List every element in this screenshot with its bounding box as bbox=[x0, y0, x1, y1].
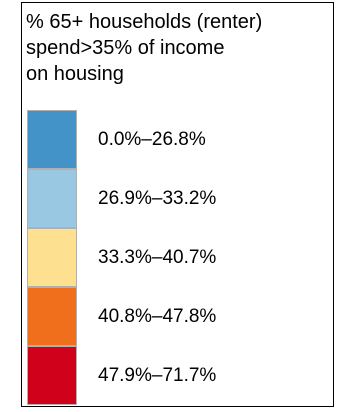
legend-range-label: 40.8%–47.8% bbox=[98, 306, 217, 327]
map-legend: % 65+ households (renter) spend>35% of i… bbox=[21, 2, 334, 407]
legend-swatch bbox=[27, 110, 77, 169]
legend-class-1: 0.0%–26.8% bbox=[27, 110, 317, 169]
legend-classes: 0.0%–26.8% 26.9%–33.2% 33.3%–40.7% 40.8%… bbox=[27, 110, 317, 405]
legend-swatch bbox=[27, 228, 77, 287]
legend-class-5: 47.9%–71.7% bbox=[27, 346, 317, 405]
legend-class-4: 40.8%–47.8% bbox=[27, 287, 317, 346]
legend-range-label: 26.9%–33.2% bbox=[98, 188, 217, 209]
legend-class-3: 33.3%–40.7% bbox=[27, 228, 317, 287]
legend-swatch bbox=[27, 346, 77, 405]
legend-swatch bbox=[27, 287, 77, 346]
legend-title-line: % 65+ households (renter) bbox=[26, 11, 263, 33]
legend-range-label: 33.3%–40.7% bbox=[98, 247, 217, 268]
legend-title-line: on housing bbox=[26, 63, 124, 85]
legend-class-2: 26.9%–33.2% bbox=[27, 169, 317, 228]
legend-range-label: 47.9%–71.7% bbox=[98, 365, 217, 386]
legend-title: % 65+ households (renter) spend>35% of i… bbox=[26, 9, 332, 87]
legend-title-line: spend>35% of income bbox=[26, 37, 225, 59]
legend-range-label: 0.0%–26.8% bbox=[98, 129, 206, 150]
legend-swatch bbox=[27, 169, 77, 228]
